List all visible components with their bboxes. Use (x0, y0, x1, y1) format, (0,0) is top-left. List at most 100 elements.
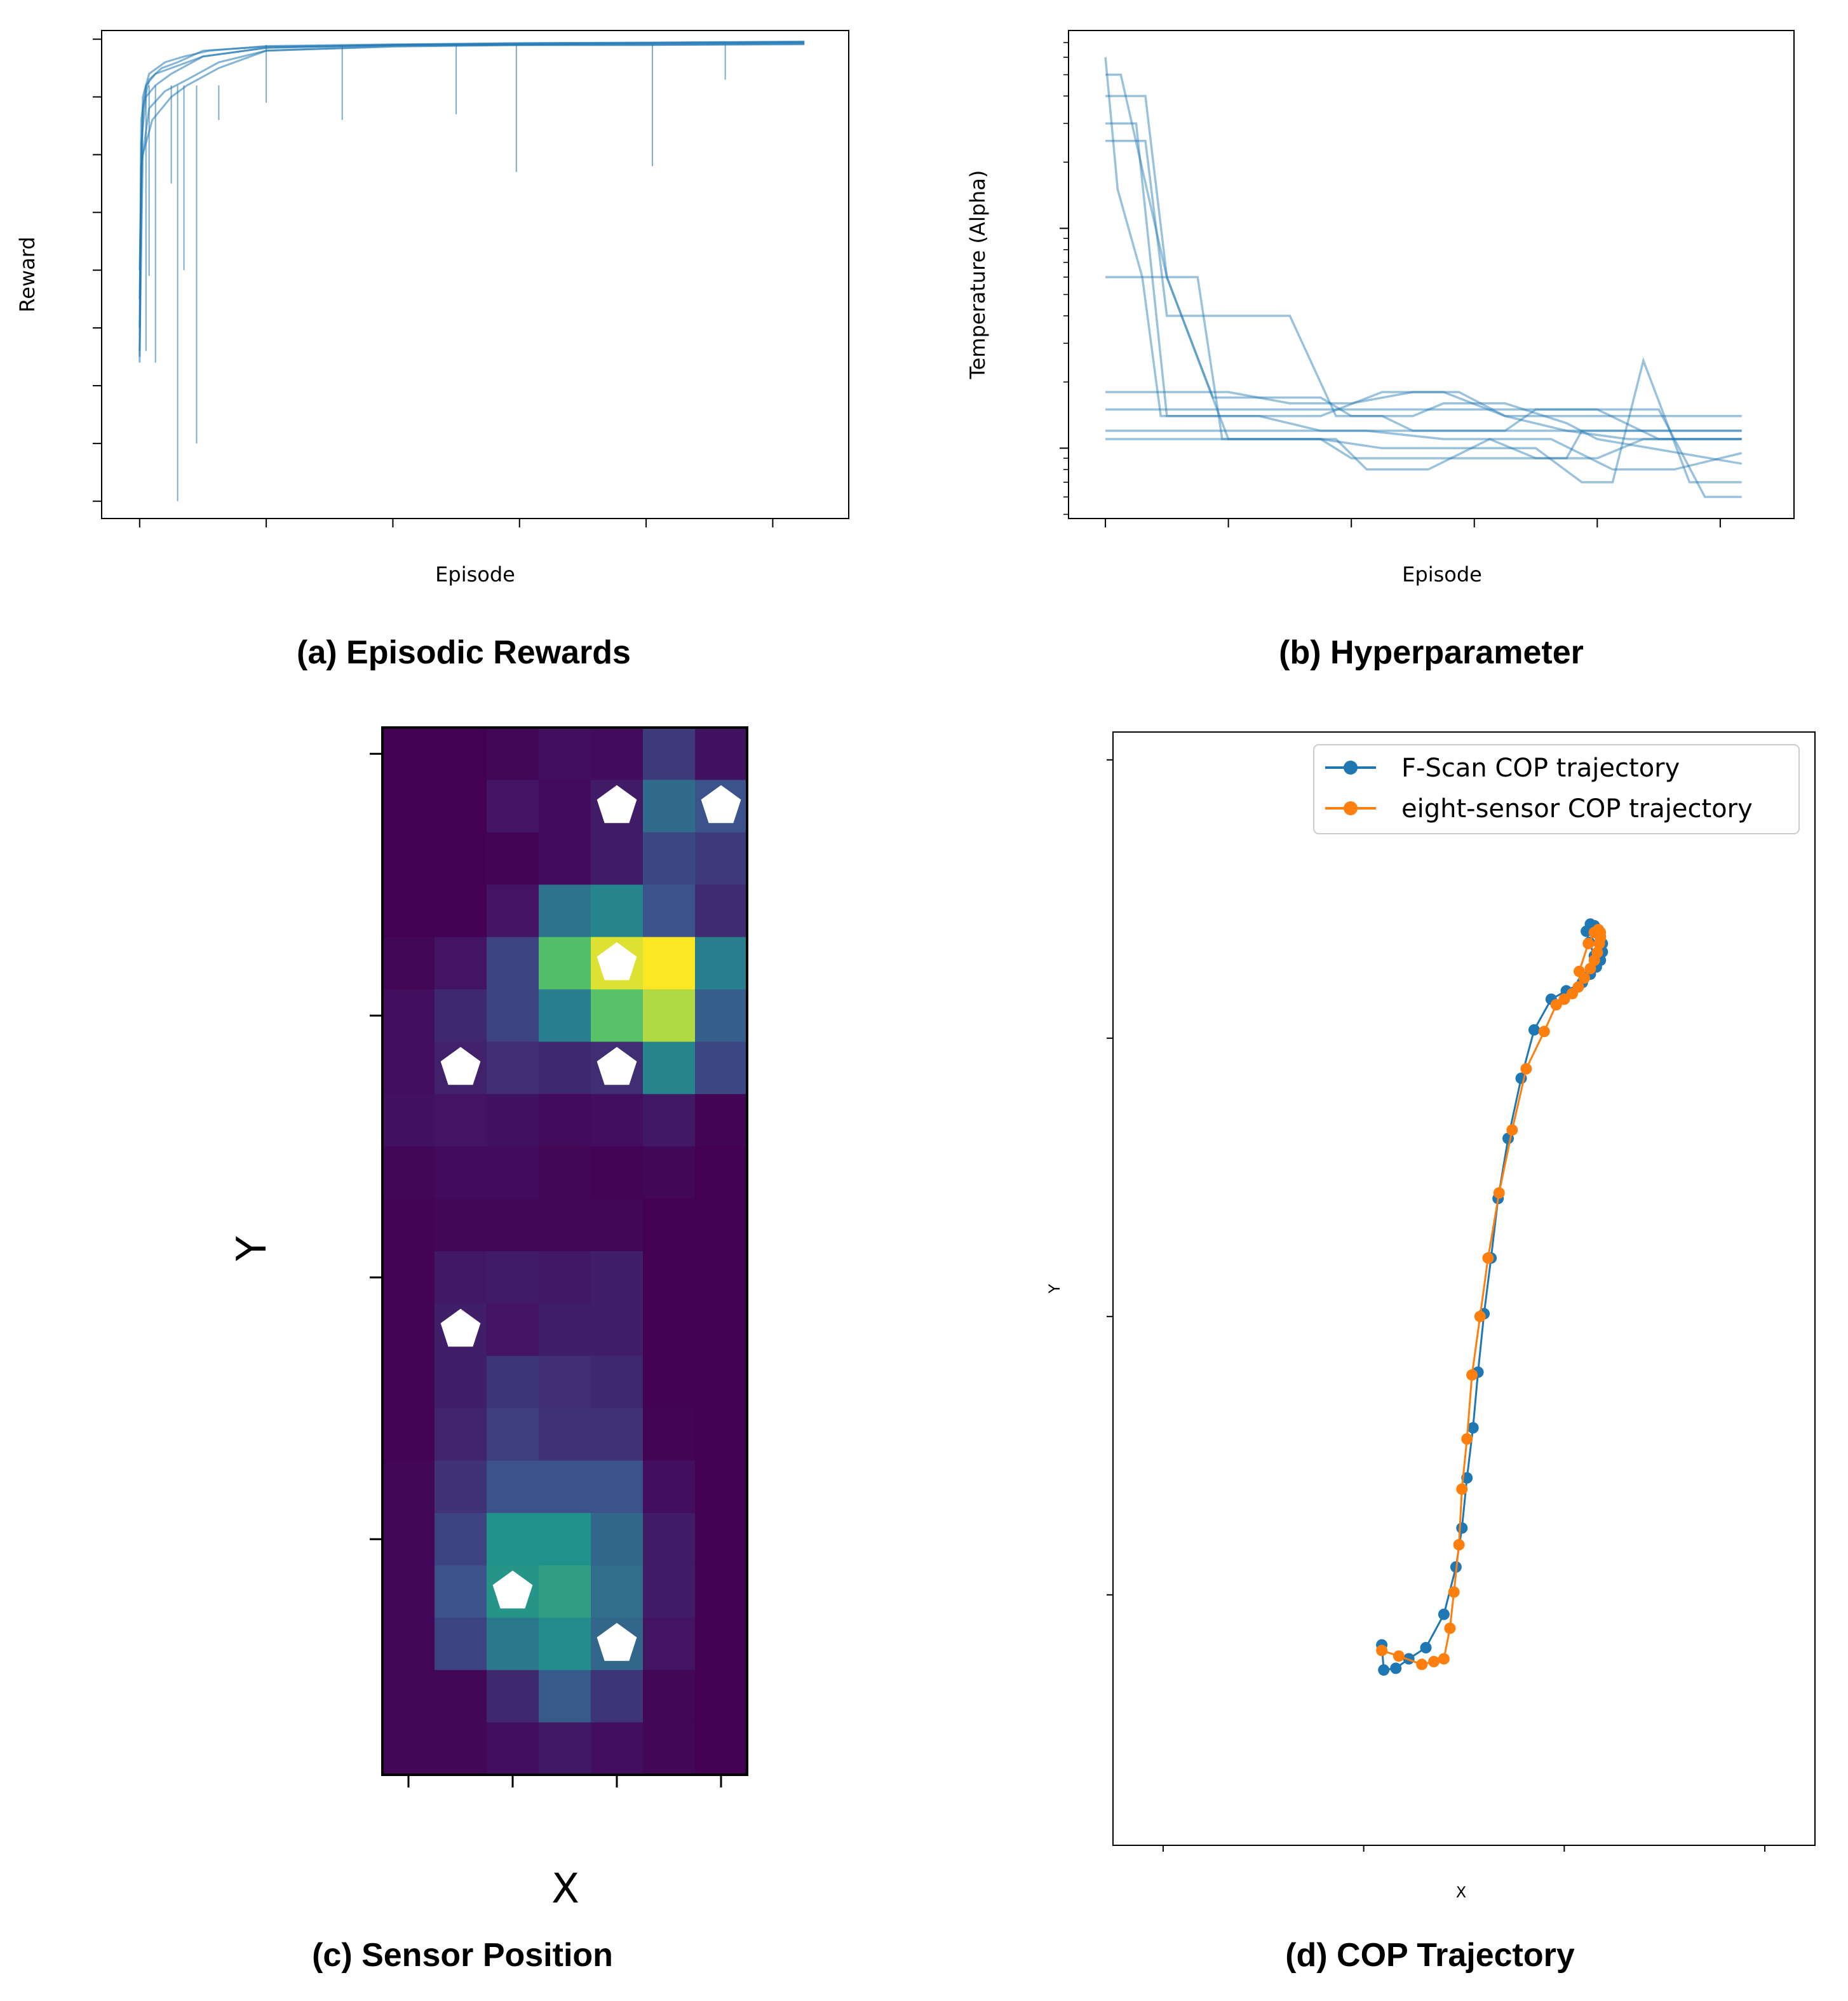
panel-b-hyperparameter: Episode Temperature (Alpha) (b) Hyperpar… (966, 30, 1795, 671)
c-heatmap-cell (591, 1094, 644, 1147)
d-series-point (1550, 999, 1562, 1011)
c-heatmap-cell (695, 728, 748, 780)
c-heatmap-cell (591, 1565, 644, 1618)
c-heatmap-cell (487, 885, 539, 938)
c-heatmap-cell (539, 1617, 591, 1671)
panel-a-xlabel: Episode (435, 562, 515, 587)
c-heatmap-cell (435, 1513, 487, 1566)
c-sensor-marker (701, 785, 741, 824)
c-heatmap-cell (382, 832, 435, 885)
c-heatmap-cell (382, 1041, 435, 1095)
c-heatmap-cell (435, 937, 487, 990)
panel-b-series (1104, 57, 1743, 498)
panel-b-xlabel: Episode (1402, 562, 1482, 587)
c-heatmap-cell (591, 1722, 644, 1775)
c-heatmap-cell (487, 1303, 539, 1357)
d-series-point (1588, 926, 1600, 939)
c-heatmap-cell (643, 1303, 696, 1357)
c-heatmap-cell (643, 780, 696, 833)
c-heatmap-cell (435, 1722, 487, 1775)
c-heatmap-cell (539, 1303, 591, 1357)
c-heatmap-cell (382, 780, 435, 833)
c-heatmap-cell (487, 1460, 539, 1514)
c-heatmap-cell (435, 1146, 487, 1200)
c-heatmap-cell (643, 885, 696, 938)
c-heatmap-cell (382, 728, 435, 780)
c-heatmap-cell (643, 1355, 696, 1409)
panel-b-ticks (1060, 42, 1721, 527)
c-heatmap-cell (591, 885, 644, 938)
c-heatmap-cell (382, 1565, 435, 1618)
c-heatmap-cell (382, 1355, 435, 1409)
c-heatmap-cell (643, 989, 696, 1042)
c-heatmap-cell (539, 1408, 591, 1462)
d-series-point (1378, 1664, 1390, 1676)
c-heatmap-cell (591, 989, 644, 1042)
c-heatmap-cell (435, 1198, 487, 1252)
panel-c-heatmap-cells (382, 728, 748, 1775)
c-heatmap-cell (695, 832, 748, 885)
panel-a-episodic-rewards: Episode Reward (a) Episodic Rewards (15, 30, 849, 671)
legend-label-eight-sensor: eight-sensor COP trajectory (1401, 794, 1753, 824)
c-heatmap-cell (695, 1565, 748, 1618)
c-heatmap-cell (695, 1041, 748, 1095)
c-heatmap-cell (487, 1355, 539, 1409)
panel-c-sensor-position: X Y (c) Sensor Position (229, 726, 748, 1974)
d-series-point (1466, 1369, 1478, 1381)
panel-c-ylabel: Y (229, 1236, 276, 1262)
d-series-point (1574, 965, 1585, 977)
c-heatmap-cell (487, 1094, 539, 1147)
c-heatmap-cell (643, 1146, 696, 1200)
legend-marker-eight-sensor (1344, 801, 1358, 815)
c-heatmap-cell (435, 989, 487, 1042)
c-heatmap-cell (382, 1670, 435, 1723)
c-heatmap-cell (643, 1513, 696, 1566)
d-series-line (1380, 923, 1603, 1671)
c-heatmap-cell (382, 1251, 435, 1304)
d-series-point (1461, 1433, 1473, 1445)
a-series-line (138, 43, 805, 351)
c-heatmap-cell (487, 1513, 539, 1566)
c-heatmap-cell (487, 1408, 539, 1462)
c-heatmap-cell (643, 1617, 696, 1671)
c-heatmap-cell (643, 1565, 696, 1618)
c-heatmap-cell (382, 989, 435, 1042)
d-series-point (1438, 1653, 1450, 1665)
c-heatmap-cell (382, 1513, 435, 1566)
c-heatmap-cell (382, 1094, 435, 1147)
c-heatmap-cell (435, 1408, 487, 1462)
c-heatmap-cell (591, 832, 644, 885)
c-heatmap-cell (382, 1722, 435, 1775)
a-series-line (138, 41, 805, 329)
d-series-point (1428, 1655, 1440, 1667)
c-heatmap-cell (591, 1670, 644, 1723)
c-heatmap-cell (695, 1460, 748, 1514)
panel-b-caption: (b) Hyperparameter (1279, 634, 1584, 671)
c-heatmap-cell (591, 1251, 644, 1304)
c-heatmap-cell (487, 1251, 539, 1304)
panel-b-ylabel: Temperature (Alpha) (966, 170, 990, 380)
legend-label-fscan: F-Scan COP trajectory (1401, 754, 1680, 783)
c-heatmap-cell (487, 832, 539, 885)
c-heatmap-cell (539, 1722, 591, 1775)
c-heatmap-cell (382, 1460, 435, 1514)
c-heatmap-cell (435, 832, 487, 885)
d-series-point (1393, 1650, 1405, 1662)
c-sensor-marker (440, 1308, 481, 1347)
a-series-line (138, 42, 805, 357)
c-heatmap-cell (695, 1146, 748, 1200)
c-heatmap-cell (591, 728, 644, 780)
c-heatmap-cell (539, 1355, 591, 1409)
c-heatmap-cell (435, 1251, 487, 1304)
c-heatmap-cell (539, 1251, 591, 1304)
d-series-point (1558, 993, 1570, 1005)
c-heatmap-cell (539, 885, 591, 938)
c-heatmap-cell (539, 1146, 591, 1200)
c-heatmap-cell (487, 937, 539, 990)
c-heatmap-cell (539, 1565, 591, 1618)
c-heatmap-cell (591, 1355, 644, 1409)
c-heatmap-cell (591, 1408, 644, 1462)
panel-d-series (1376, 918, 1609, 1676)
c-heatmap-cell (695, 1670, 748, 1723)
